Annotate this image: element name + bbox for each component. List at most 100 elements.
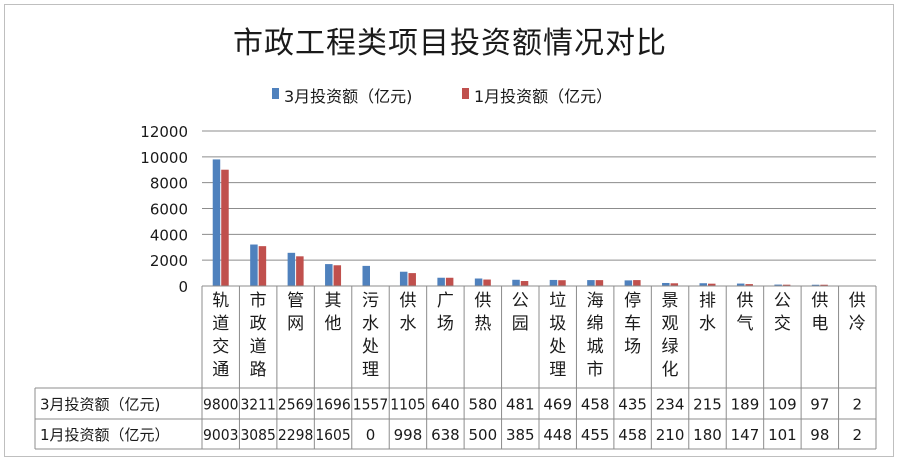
category-label-char: 公 <box>512 291 529 311</box>
category-label-char: 处 <box>549 337 566 357</box>
category-label-char: 热 <box>474 314 491 334</box>
category-label-char: 供 <box>849 291 866 311</box>
data-table-value: 0 <box>366 426 376 444</box>
category-label-char: 车 <box>624 314 641 334</box>
category-label-char: 轨 <box>212 291 229 311</box>
category-label-char: 电 <box>811 314 828 334</box>
category-label-char: 水 <box>399 314 416 334</box>
legend-swatch-january <box>462 88 469 99</box>
data-table-value: 481 <box>506 396 535 414</box>
category-label-char: 停 <box>624 291 641 311</box>
bar-january <box>820 284 828 286</box>
category-label-char: 景 <box>662 291 679 311</box>
data-table-value: 1696 <box>315 396 350 414</box>
category-label-char: 公 <box>774 291 791 311</box>
category-label-char: 其 <box>325 291 342 311</box>
category-label-char: 处 <box>362 337 379 357</box>
category-label-char: 市 <box>250 291 267 311</box>
bar-march <box>287 252 296 286</box>
category-label-char: 冷 <box>849 314 866 334</box>
category-label-char: 水 <box>362 314 379 334</box>
bar-march <box>624 280 633 286</box>
data-table-value: 385 <box>506 426 535 444</box>
data-table-value: 9003 <box>203 426 238 444</box>
table-row-label: 3月投资额（亿元) <box>40 396 160 414</box>
category-label-char: 政 <box>250 314 267 334</box>
legend-swatch-march <box>272 88 279 99</box>
bar-march <box>774 284 782 286</box>
category-label-char: 交 <box>774 314 791 334</box>
bar-january <box>520 281 529 286</box>
category-label-char: 供 <box>736 291 753 311</box>
category-label-char: 气 <box>736 314 753 334</box>
data-table-value: 455 <box>581 426 610 444</box>
bar-january <box>633 280 641 286</box>
data-table-value: 640 <box>431 396 460 414</box>
data-table-value: 98 <box>810 426 829 444</box>
bar-march <box>325 264 333 286</box>
category-label-char: 圾 <box>549 314 566 334</box>
data-table-value: 435 <box>618 396 647 414</box>
y-tick-label: 10000 <box>140 149 188 167</box>
category-label-char: 供 <box>811 291 828 311</box>
data-table-value: 3085 <box>240 426 275 444</box>
data-table-value: 2569 <box>278 396 313 414</box>
y-tick-label: 6000 <box>150 201 188 219</box>
bar-january <box>670 283 679 286</box>
category-label-char: 网 <box>287 314 304 334</box>
data-table-value: 2 <box>853 396 863 414</box>
data-table-value: 638 <box>431 426 460 444</box>
chart-frame <box>4 4 894 457</box>
table-row-label: 1月投资额（亿元） <box>40 426 170 444</box>
data-table-value: 109 <box>768 396 797 414</box>
category-label-char: 管 <box>287 291 304 311</box>
category-label-char: 广 <box>437 291 454 311</box>
category-label-char: 排 <box>699 291 716 311</box>
data-table-value: 210 <box>656 426 685 444</box>
category-label-char: 垃 <box>549 291 566 311</box>
bar-march <box>512 279 520 286</box>
category-label-char: 理 <box>362 360 379 380</box>
category-label-char: 通 <box>212 360 229 380</box>
category-label-char: 道 <box>212 314 229 334</box>
data-table-value: 2 <box>853 426 863 444</box>
data-table-value: 3211 <box>240 396 275 414</box>
bar-march <box>212 159 221 286</box>
data-table-value: 500 <box>469 426 498 444</box>
bar-march <box>736 283 745 286</box>
data-table-value: 215 <box>693 396 722 414</box>
bar-january <box>258 246 267 286</box>
category-label-char: 污 <box>362 291 379 311</box>
bar-january <box>745 284 753 286</box>
category-label-char: 绿 <box>662 337 679 357</box>
bar-march <box>549 279 558 286</box>
category-label-char: 理 <box>549 360 566 380</box>
y-tick-label: 0 <box>178 278 188 296</box>
category-label-char: 交 <box>212 337 229 357</box>
category-label-char: 他 <box>325 314 342 334</box>
category-label-char: 化 <box>662 360 679 380</box>
data-table-value: 2298 <box>278 426 313 444</box>
data-table-value: 1605 <box>315 426 350 444</box>
bar-march <box>362 265 370 286</box>
legend-label-january: 1月投资额（亿元） <box>474 87 613 106</box>
bar-january <box>296 256 304 286</box>
data-table-value: 458 <box>581 396 610 414</box>
bar-march <box>437 277 445 286</box>
bar-january <box>595 280 604 286</box>
category-label-char: 观 <box>662 314 679 334</box>
category-label-char: 园 <box>512 314 529 334</box>
bar-january <box>782 284 791 286</box>
data-table-value: 180 <box>693 426 722 444</box>
data-table-value: 234 <box>656 396 685 414</box>
bar-march <box>587 280 595 286</box>
category-label-char: 供 <box>399 291 416 311</box>
bar-january <box>483 279 491 286</box>
category-label-char: 城 <box>587 337 604 357</box>
bar-january <box>708 283 716 286</box>
bar-january <box>558 280 566 286</box>
category-label-char: 市 <box>587 360 604 380</box>
y-tick-label: 2000 <box>150 252 188 270</box>
bar-march <box>474 278 483 286</box>
